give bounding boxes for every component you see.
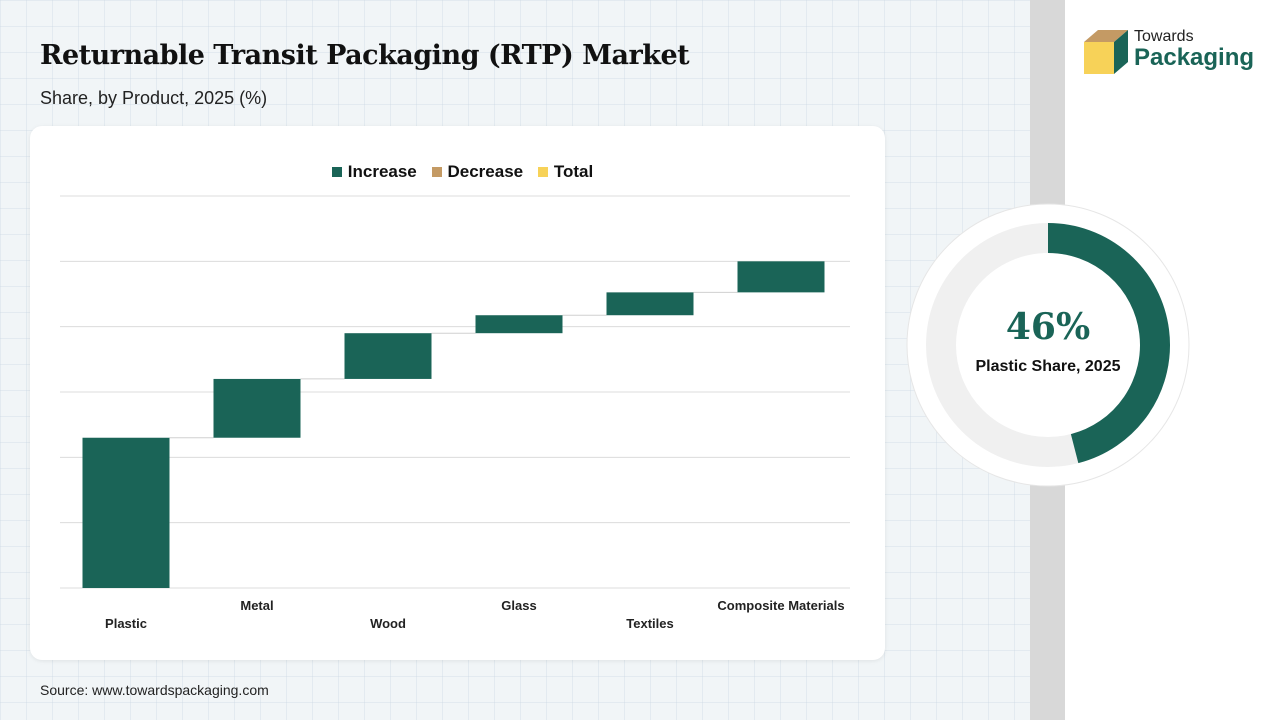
- legend-label-total: Total: [553, 162, 594, 181]
- box-logo-icon: [1084, 30, 1128, 74]
- page-subtitle: Share, by Product, 2025 (%): [40, 88, 268, 108]
- donut-value: 46%: [1006, 306, 1090, 348]
- legend: Increase Decrease Total: [30, 162, 885, 182]
- bar-composite-materials: [737, 261, 825, 293]
- bar-glass: [475, 315, 563, 334]
- x-tick-label: Composite Materials: [717, 598, 844, 613]
- bar-textiles: [606, 292, 694, 316]
- legend-label-decrease: Decrease: [447, 162, 524, 181]
- waterfall-chart: Plastic Metal Wood Glass Textiles Composite M…: [60, 195, 850, 631]
- bar-plastic: [82, 437, 170, 588]
- source-note: Source: www.towardspackaging.com: [40, 682, 269, 698]
- x-tick-label: Textiles: [626, 616, 673, 631]
- chart-card: Plastic Metal Wood Glass Textiles Composite M…: [30, 126, 885, 660]
- x-tick-label: Plastic: [105, 616, 147, 631]
- x-tick-label: Glass: [501, 598, 536, 613]
- bar-metal: [213, 378, 301, 438]
- legend-label-increase: Increase: [347, 162, 417, 181]
- logo-text-top: Towards: [1134, 28, 1194, 45]
- plastic-share-donut: 46% Plastic Share, 2025: [906, 203, 1190, 487]
- legend-swatch-total: [537, 167, 548, 177]
- x-tick-label: Wood: [370, 616, 406, 631]
- bar-wood: [344, 333, 432, 379]
- logo: Towards Packaging: [1082, 28, 1254, 81]
- logo-text-bottom: Packaging: [1134, 44, 1255, 71]
- page-title: Returnable Transit Packaging (RTP) Marke…: [40, 40, 690, 71]
- x-tick-label: Metal: [240, 598, 273, 613]
- donut-caption: Plastic Share, 2025: [976, 358, 1121, 375]
- donut-arc-plastic: [1047, 223, 1170, 464]
- legend-swatch-increase: [331, 167, 342, 177]
- legend-swatch-decrease: [431, 167, 442, 177]
